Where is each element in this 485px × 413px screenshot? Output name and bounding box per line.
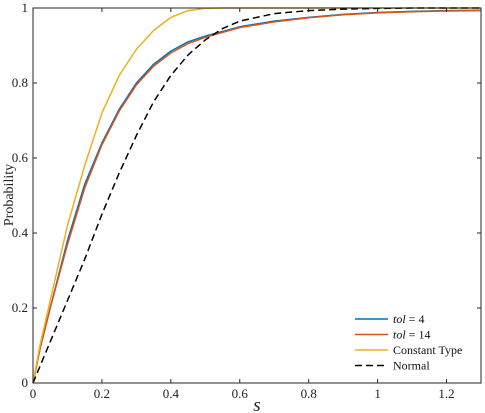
series-line-2: [32, 9, 482, 384]
legend-label-1: tol = 4: [393, 312, 424, 326]
x-tick-label: 0: [30, 386, 37, 401]
legend-label-rest: = 4: [406, 312, 425, 326]
legend-label-italic: tol: [393, 328, 406, 342]
x-tick-label: 1: [374, 386, 381, 401]
x-axis-label: s: [253, 395, 260, 413]
x-tick-label: 0.4: [163, 386, 180, 401]
x-tick-label: 1.2: [438, 386, 454, 401]
series-layer: [32, 7, 482, 384]
y-tick-label: 1: [22, 0, 29, 15]
y-tick-label: 0.8: [12, 75, 28, 90]
x-tick-label: 0.8: [301, 386, 317, 401]
y-tick-label: 0.6: [12, 150, 29, 165]
y-tick-label: 0.2: [12, 300, 28, 315]
y-tick-label: 0.4: [12, 225, 29, 240]
legend-label-4: Normal: [393, 359, 430, 373]
series-line-4: [32, 7, 481, 384]
legend-label-2: tol = 14: [393, 328, 430, 342]
legend-label-rest: = 14: [406, 328, 431, 342]
plot-frame: [32, 7, 482, 384]
x-tick-label: 0.2: [94, 386, 110, 401]
y-tick-label: 0: [22, 375, 29, 390]
ticks-layer: 0 0.2 0.4 0.6 0.8 1 1.2 0 0.2 0.4 0.6 0.8 1: [12, 0, 481, 401]
x-tick-label: 0.6: [232, 386, 249, 401]
legend-label-italic: tol: [393, 312, 406, 326]
y-axis-label: Probability: [2, 164, 17, 226]
legend-label-3: Constant Type: [393, 343, 462, 357]
